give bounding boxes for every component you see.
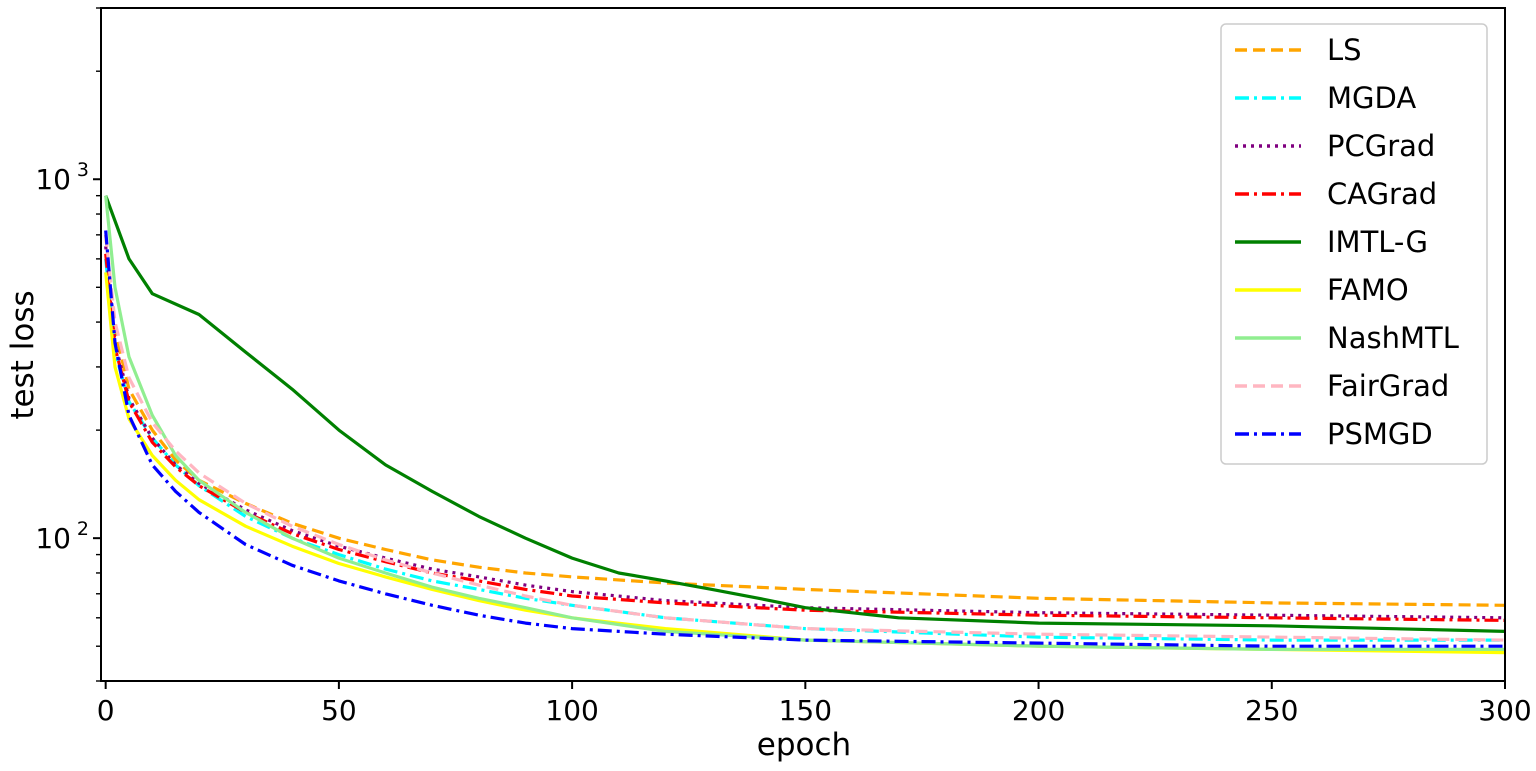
legend-label: NashMTL — [1327, 321, 1459, 355]
y-tick-label: 10 3 — [35, 159, 89, 196]
x-axis: 0 50 100 150 200 250 300 — [97, 681, 1532, 727]
x-tick-label: 50 — [321, 694, 357, 727]
legend-label: LS — [1327, 33, 1362, 67]
x-tick-label: 0 — [97, 694, 115, 727]
legend-label: PSMGD — [1327, 417, 1433, 451]
x-tick-label: 150 — [779, 694, 832, 727]
series-line-cagrad — [104, 253, 1505, 622]
series-line-mgda — [104, 258, 1505, 642]
legend-label: FAMO — [1327, 273, 1409, 307]
x-tick-label: 100 — [545, 694, 598, 727]
legend-label: MGDA — [1327, 81, 1416, 115]
series-line-fairgrad — [104, 234, 1505, 642]
legend-label: FairGrad — [1327, 369, 1449, 403]
x-axis-label: epoch — [757, 727, 851, 763]
x-tick-label: 300 — [1478, 694, 1531, 727]
y-axis-label: test loss — [5, 290, 41, 419]
legend-label: IMTL-G — [1327, 225, 1428, 259]
legend: LS MGDA PCGrad CAGrad IMTL-G FAMO NashMTL FairG… — [1220, 23, 1488, 465]
series-line-psmgd — [104, 230, 1505, 648]
plot-frame — [100, 7, 1506, 682]
series-line-pcgrad — [104, 246, 1505, 620]
legend-label: CAGrad — [1327, 177, 1437, 211]
series-line-imtl-g — [104, 195, 1505, 633]
legend-box — [1220, 23, 1488, 465]
series-layer — [104, 195, 1505, 655]
x-tick-label: 200 — [1012, 694, 1065, 727]
y-tick-label: 10 2 — [35, 518, 89, 555]
x-tick-label: 250 — [1245, 694, 1298, 727]
series-line-nashmtl — [104, 195, 1505, 651]
series-line-ls — [104, 234, 1505, 607]
legend-label: PCGrad — [1327, 129, 1435, 163]
